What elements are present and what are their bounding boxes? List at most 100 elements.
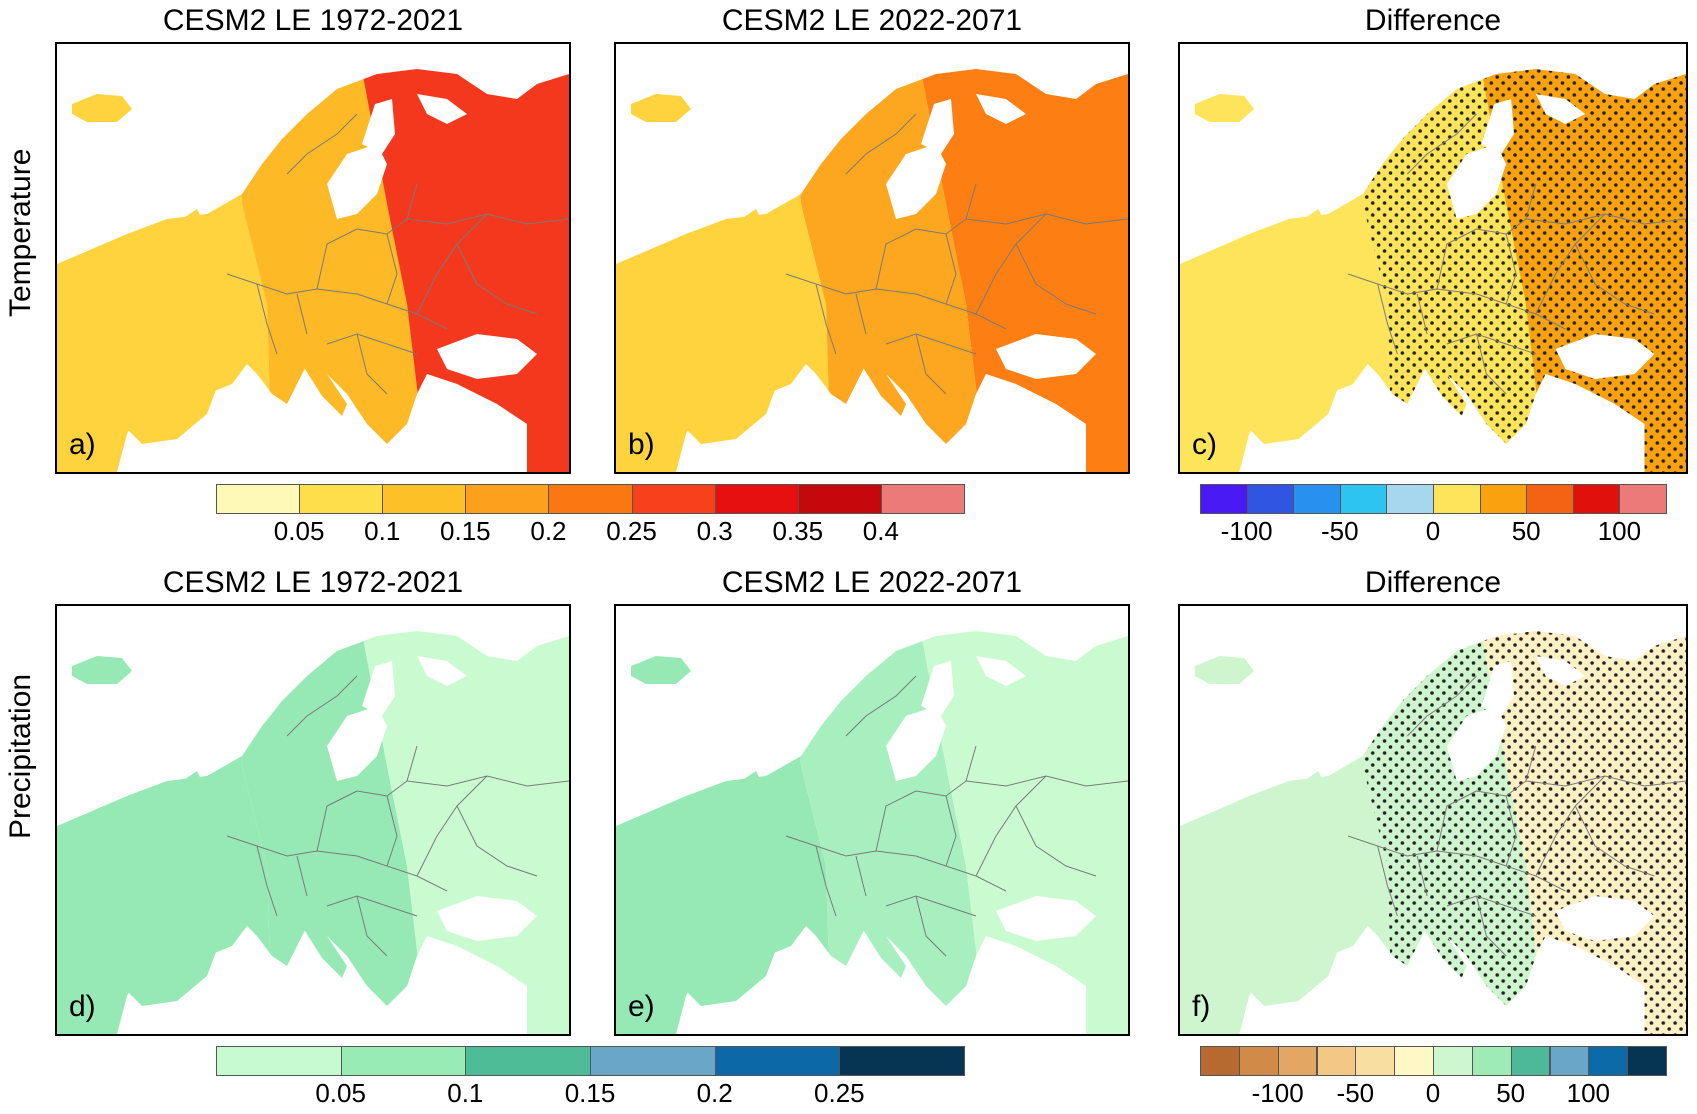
prec-diff-tick-label: 0 — [1425, 1078, 1441, 1108]
region-west-a — [57, 69, 272, 472]
country-border-c-8 — [1525, 213, 1686, 225]
region-west-c — [1180, 69, 1393, 472]
stippling-c — [1352, 69, 1686, 472]
water-body-b-2 — [996, 334, 1096, 379]
country-border-c-5 — [1476, 183, 1537, 235]
country-border-e-3 — [875, 790, 917, 852]
prec-diff-swatch — [1471, 1046, 1512, 1076]
prec-abs-swatch — [839, 1046, 965, 1076]
colorbar-precipitation-difference — [1200, 1046, 1667, 1076]
temp-abs-tick-label: 0.25 — [606, 516, 657, 546]
prec-diff-tick-label: 100 — [1566, 1078, 1611, 1108]
temp-abs-swatch — [548, 484, 633, 514]
temp-abs-tick-label: 0.15 — [440, 516, 491, 546]
temp-abs-tick-label: 0.1 — [364, 516, 401, 546]
map-fill-f — [1180, 631, 1686, 1034]
prec-abs-swatch — [714, 1046, 841, 1076]
water-body-f-1 — [1481, 661, 1515, 716]
temp-diff-swatch — [1386, 484, 1434, 514]
temp-diff-tick-label: -50 — [1321, 516, 1359, 546]
temp-abs-swatch — [880, 484, 965, 514]
prec-abs-tick-label: 0.1 — [447, 1078, 484, 1108]
water-body-d-3 — [417, 656, 467, 686]
country-border-b-5 — [915, 183, 977, 235]
country-border-a-7 — [416, 213, 488, 315]
water-body-a-1 — [362, 99, 395, 154]
country-border-f-4 — [1476, 855, 1566, 892]
country-border-a-5 — [356, 183, 418, 235]
prec-diff-swatch — [1200, 1046, 1240, 1076]
country-border-c-7 — [1535, 213, 1606, 315]
country-border-c-4 — [1476, 293, 1566, 330]
country-border-f-6 — [1505, 795, 1517, 867]
region-west-b — [616, 69, 831, 472]
panel-label-c: c) — [1192, 428, 1217, 461]
water-body-e-1 — [921, 661, 954, 716]
temp-abs-tick-label: 0.4 — [862, 516, 899, 546]
country-border-f-9 — [1446, 895, 1536, 917]
colorbar-temperature-difference — [1200, 484, 1667, 514]
temp-diff-swatch — [1619, 484, 1667, 514]
water-body-f-2 — [1555, 896, 1655, 941]
country-border-e-1 — [815, 845, 837, 917]
title-b: CESM2 LE 2022-2071 — [721, 4, 1023, 37]
title-d: CESM2 LE 1972-2021 — [162, 566, 464, 599]
water-body-e-3 — [976, 656, 1026, 686]
prec-abs-tick-label: 0.2 — [696, 1078, 733, 1108]
map-panel-f: f) — [1178, 604, 1688, 1036]
country-border-d-4 — [356, 855, 448, 892]
region-central-e — [791, 631, 986, 1034]
prec-diff-tick-label: -100 — [1251, 1078, 1304, 1108]
prec-diff-swatch — [1316, 1046, 1357, 1076]
map-a — [57, 69, 569, 472]
map-panel-e: e) — [614, 604, 1130, 1036]
temp-abs-swatch — [216, 484, 301, 514]
panel-label-a: a) — [69, 428, 96, 461]
country-border-d-0 — [226, 835, 358, 857]
country-border-a-9 — [326, 333, 418, 355]
prec-diff-swatch — [1394, 1046, 1434, 1076]
prec-diff-swatch — [1433, 1046, 1473, 1076]
water-body-b-0 — [886, 144, 946, 219]
country-border-f-2 — [1416, 855, 1428, 897]
country-border-b-6 — [945, 233, 957, 305]
region-central-b — [791, 69, 986, 472]
country-border-d-7 — [416, 775, 488, 877]
temp-diff-tick-label: -100 — [1220, 516, 1273, 546]
water-body-c-0 — [1446, 144, 1507, 219]
country-border-f-5 — [1476, 745, 1537, 797]
temp-diff-tick-label: 0 — [1425, 516, 1441, 546]
country-border-f-12 — [1574, 805, 1655, 877]
water-body-a-3 — [417, 94, 467, 124]
panel-label-f: f) — [1192, 990, 1211, 1023]
prec-diff-tick-label: 50 — [1496, 1078, 1526, 1108]
water-body-d-0 — [327, 706, 387, 781]
temp-diff-swatch — [1572, 484, 1621, 514]
map-panel-a: a) — [55, 42, 571, 474]
colorbar-temperature — [216, 484, 965, 514]
country-border-c-10 — [1476, 333, 1507, 395]
country-border-c-0 — [1347, 273, 1477, 295]
country-border-c-11 — [1406, 113, 1477, 175]
title-e: CESM2 LE 2022-2071 — [721, 566, 1023, 599]
prec-abs-swatch — [590, 1046, 716, 1076]
temp-diff-swatch — [1200, 484, 1248, 514]
water-body-c-1 — [1481, 99, 1515, 154]
map-b — [616, 69, 1128, 472]
water-body-c-2 — [1555, 334, 1655, 379]
temp-abs-swatch — [382, 484, 467, 514]
title-f: Difference — [1364, 566, 1502, 599]
prec-abs-tick-label: 0.25 — [814, 1078, 865, 1108]
temp-abs-swatch — [797, 484, 882, 514]
prec-diff-swatch — [1355, 1046, 1396, 1076]
temp-abs-swatch — [299, 484, 384, 514]
prec-diff-tick-label: -50 — [1336, 1078, 1375, 1108]
country-border-d-3 — [316, 790, 358, 852]
country-border-c-1 — [1377, 283, 1398, 355]
country-border-b-12 — [1015, 243, 1097, 315]
water-body-b-3 — [976, 94, 1026, 124]
water-body-d-2 — [437, 896, 537, 941]
country-border-d-5 — [356, 745, 418, 797]
country-border-f-11 — [1406, 675, 1477, 737]
prec-diff-swatch — [1549, 1046, 1590, 1076]
